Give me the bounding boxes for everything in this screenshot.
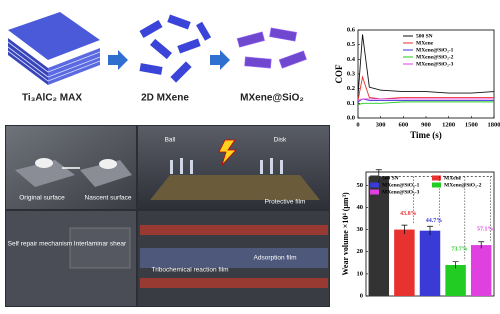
legend-label: MXene@SiO₂-1 <box>382 182 420 188</box>
label: Protective film <box>265 199 306 206</box>
error-bar <box>478 241 485 249</box>
annotation: 43.8% <box>400 211 417 217</box>
label: Disk <box>274 137 287 144</box>
legend-label: MXene@SiO₂-3 <box>416 61 454 67</box>
x-tick-label: 1200 <box>442 121 455 128</box>
mxene-flakes <box>139 14 212 83</box>
legend-label: 500 SN <box>416 33 433 39</box>
legend-label: MXene <box>444 175 462 181</box>
legend-swatch <box>432 175 441 181</box>
annotation: 73.7% <box>451 246 468 252</box>
line <box>357 75 494 101</box>
bar <box>394 229 415 296</box>
y-tick-label: 0.0 <box>347 114 355 121</box>
max-illustration <box>7 12 101 85</box>
line <box>357 98 494 101</box>
label: Nascent surface <box>85 195 132 202</box>
y-axis-label: COF <box>334 64 344 84</box>
y-tick-label: 0.3 <box>347 70 356 77</box>
legend-label: 500 SN <box>382 175 399 181</box>
y-tick-label: 0 <box>360 292 363 299</box>
x-axis-label: Time (s) <box>410 130 442 140</box>
charts: 0.00.10.20.30.40.50.60 300 600 900 1200 1500 1… <box>334 26 500 299</box>
arrow <box>108 50 128 70</box>
line <box>357 34 495 97</box>
error-bar <box>427 225 433 236</box>
label: Tribochemical reaction film <box>151 267 228 274</box>
x-tick-label: 1500 <box>465 121 478 128</box>
annotation: 57.1% <box>477 226 494 232</box>
x-tick-label: 1800 <box>488 121 500 128</box>
x-tick-label: 0 <box>356 121 359 128</box>
legend-swatch <box>370 189 379 195</box>
legend-label: MXene@SiO₂-3 <box>382 189 420 195</box>
mechanism-panel <box>5 125 330 307</box>
y-tick-label: 50 <box>357 182 364 189</box>
bar <box>445 265 466 296</box>
label: MXene@SiO₂ <box>240 93 304 104</box>
legend-swatch <box>432 182 441 188</box>
y-tick-label: 30 <box>357 226 364 233</box>
bar <box>368 176 390 296</box>
bar <box>419 230 441 296</box>
x-tick-label: 900 <box>421 121 431 128</box>
y-tick-label: 40 <box>357 204 364 211</box>
legend-swatch <box>370 182 379 188</box>
label: Adsorption film <box>254 255 297 262</box>
y-tick-label: 0.2 <box>347 85 355 92</box>
label: Ball <box>165 137 176 144</box>
x-tick-label: 600 <box>398 121 408 128</box>
label: 2D MXene <box>141 93 189 104</box>
y-tick-label: 0.1 <box>347 100 355 107</box>
annotation: 44.7% <box>426 218 443 224</box>
x-tick-label: 300 <box>376 121 386 128</box>
arrow <box>210 50 230 70</box>
error-bar <box>401 224 408 234</box>
legend-label: MXene@SiO₂-2 <box>416 54 454 60</box>
legend-label: MXene@SiO₂-1 <box>416 47 454 53</box>
label: Self repair mechanism <box>8 241 73 248</box>
composite-flakes <box>236 27 307 69</box>
bar <box>470 245 492 296</box>
legend-label: MXene <box>416 40 434 46</box>
legend-swatch <box>370 175 379 181</box>
line <box>357 101 494 106</box>
label: Interlaminar shear <box>74 241 127 248</box>
y-axis-label: Wear volume ×10⁴ (μm³) <box>341 192 350 276</box>
line <box>357 98 494 103</box>
y-tick-label: 20 <box>357 248 364 255</box>
label: Ti₃AlC₂ MAX <box>22 93 82 104</box>
y-tick-label: 0.6 <box>347 26 356 33</box>
label: Original surface <box>19 195 65 202</box>
y-tick-label: 0.5 <box>347 41 356 48</box>
y-tick-label: 0.4 <box>347 56 356 63</box>
y-tick-label: 10 <box>357 270 364 277</box>
legend-label: MXene@SiO₂-2 <box>444 182 482 188</box>
error-bar <box>452 261 459 269</box>
